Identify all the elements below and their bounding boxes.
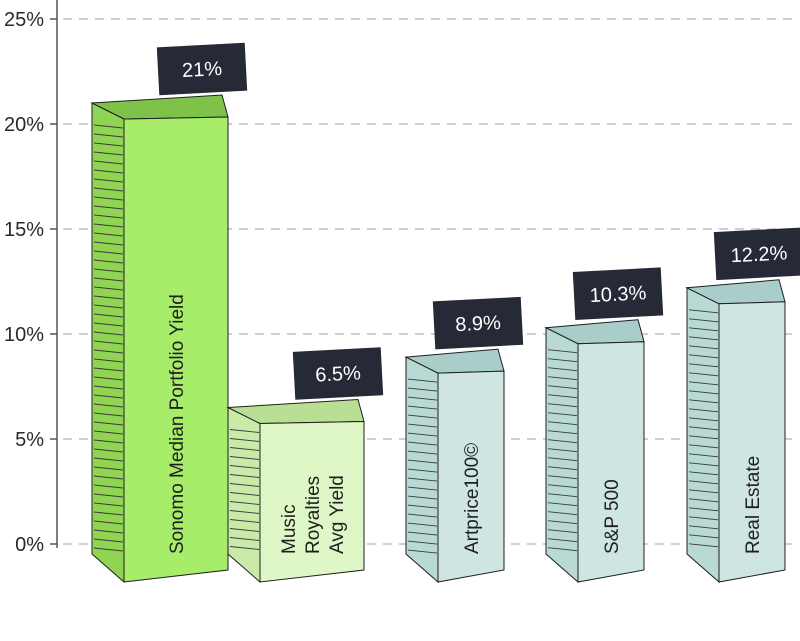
value-label-text: 10.3% [589, 282, 647, 307]
bar-front-face [577, 341, 645, 583]
value-label-box [292, 347, 384, 400]
bar-category-label-line: Artprice100© [462, 443, 483, 554]
bar-category-label-line: S&P 500 [602, 479, 623, 554]
value-label-text: 6.5% [315, 362, 362, 386]
bar-category-label: Music Royalties Avg Yield [279, 475, 348, 554]
bar: 8.9% Artprice100© [404, 296, 524, 584]
bar-category-label: S&P 500 [602, 479, 623, 554]
bar-category-label: Sonomo Median Portfolio Yield [167, 294, 188, 554]
y-tick-label: 5% [15, 429, 44, 451]
y-tick-labels: 0% 5% 10% 15% 20% 25% [4, 9, 44, 556]
bar: 12.2% Real Estate [685, 227, 800, 584]
bars: 21% Sonomo Median Portfolio Yield 6.5% Musi… [90, 42, 800, 584]
value-label: 12.2% [713, 227, 800, 281]
value-label: 8.9% [432, 296, 524, 350]
bar-side-hatching [547, 349, 578, 552]
bar-category-label-line: Sonomo Median Portfolio Yield [167, 294, 188, 554]
value-label-box [432, 296, 524, 350]
grid-lines [50, 18, 795, 545]
y-tick-label: 0% [15, 534, 44, 556]
bar-front-face [123, 116, 229, 583]
bar-category-label: Artprice100© [462, 443, 483, 554]
value-label-text: 21% [181, 58, 222, 82]
bar-front-face [718, 301, 786, 583]
bar-side-face [545, 326, 579, 584]
value-label-box [156, 42, 248, 96]
y-tick-label: 20% [4, 114, 44, 136]
value-label: 6.5% [292, 347, 384, 400]
y-tick-label: 25% [4, 9, 44, 31]
value-label: 21% [156, 42, 248, 96]
bar-side-hatching [229, 429, 260, 550]
bar-category-label-line: Avg Yield [327, 475, 348, 554]
bar: 21% Sonomo Median Portfolio Yield [90, 42, 248, 584]
bar: 10.3% S&P 500 [544, 267, 664, 584]
bar: 6.5% Music Royalties Avg Yield [226, 347, 384, 584]
bar-category-label: Real Estate [743, 456, 764, 554]
value-label-box [713, 227, 800, 281]
bar-side-hatching [688, 309, 719, 548]
bar-front-face [259, 420, 365, 583]
bar-category-label-line: Music [279, 504, 300, 554]
value-label-box [572, 267, 664, 320]
bar-front-face [437, 370, 505, 583]
bar-side-hatching [407, 378, 438, 554]
value-label-text: 8.9% [455, 312, 502, 336]
bar-category-label-line: Royalties [303, 476, 324, 554]
bar-side-hatching [93, 124, 124, 552]
bar-category-label-line: Real Estate [743, 456, 764, 554]
y-tick-label: 10% [4, 324, 44, 346]
value-label-text: 12.2% [730, 242, 788, 267]
value-label: 10.3% [572, 267, 664, 320]
y-tick-label: 15% [4, 219, 44, 241]
bar-side-face [686, 286, 720, 584]
